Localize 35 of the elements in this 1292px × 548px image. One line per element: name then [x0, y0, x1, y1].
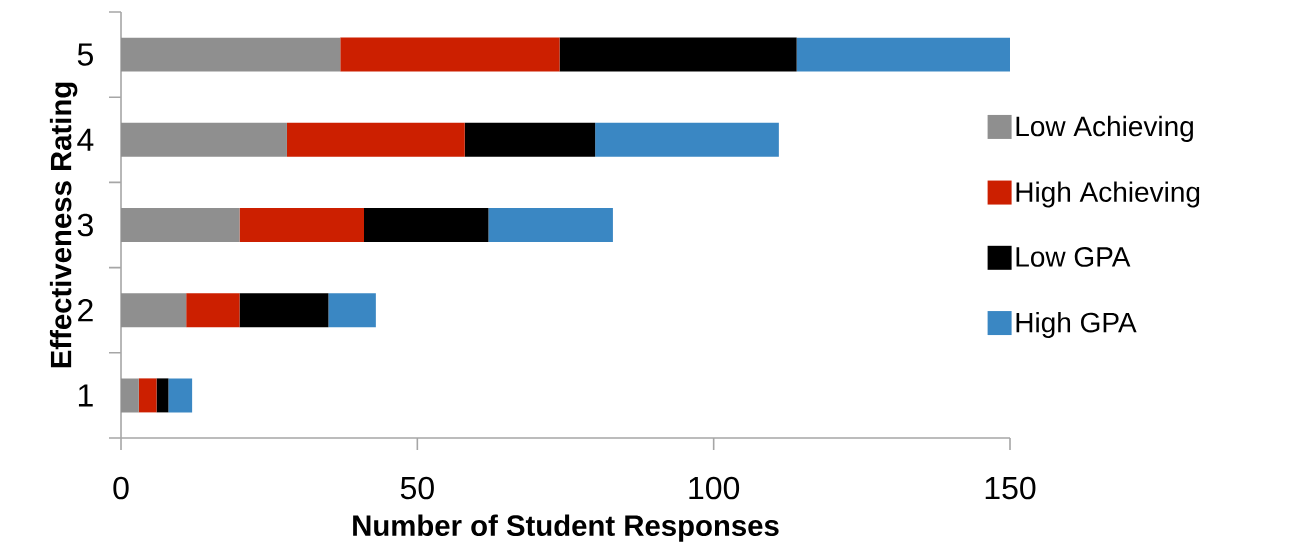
bar — [121, 293, 187, 328]
x-tick-label: 50 — [400, 476, 434, 500]
legend-label: Low GPA — [1016, 247, 1131, 267]
y-axis-title: Effectiveness Rating — [49, 82, 78, 368]
y-tick-label: 2 — [78, 299, 93, 322]
bar — [121, 378, 139, 413]
x-axis-title: Number of Student Responses — [353, 514, 779, 542]
bar — [559, 37, 797, 72]
y-tick-label: 4 — [77, 128, 94, 151]
bar — [121, 122, 287, 157]
legend-label: High GPA — [1016, 311, 1137, 339]
y-tick-label: 3 — [77, 213, 93, 237]
legend-label: Low Achieving — [1016, 115, 1193, 142]
bar — [138, 378, 157, 413]
bar — [340, 37, 560, 72]
bar — [239, 293, 329, 328]
bar — [796, 37, 1010, 72]
bar — [186, 293, 240, 328]
bar — [595, 122, 779, 157]
bar — [464, 122, 596, 157]
bar — [239, 208, 364, 242]
bar — [286, 122, 465, 157]
x-tick-label: 0 — [113, 476, 129, 500]
y-tick-label: 1 — [78, 384, 93, 407]
bar — [488, 208, 613, 242]
bar — [156, 378, 169, 413]
bar — [121, 208, 240, 242]
legend-label: High Achieving — [1016, 181, 1200, 208]
x-tick-label: 150 — [985, 476, 1036, 500]
bar — [364, 208, 489, 242]
bar — [168, 378, 193, 413]
bar — [121, 37, 341, 72]
x-tick-label: 100 — [689, 476, 740, 500]
y-tick-label: 5 — [77, 43, 93, 66]
bar — [328, 293, 376, 328]
